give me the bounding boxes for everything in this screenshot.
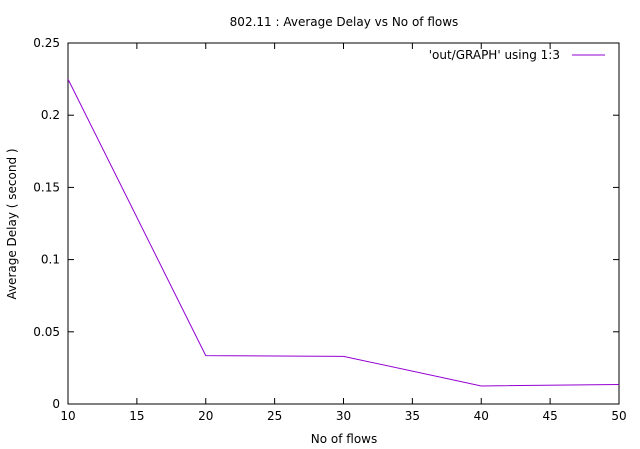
- y-tick-label: 0.25: [33, 36, 60, 50]
- plot-frame: [67, 42, 620, 405]
- x-tick-label: 50: [611, 409, 626, 423]
- y-tick-label: 0.2: [41, 108, 60, 122]
- plot-area: 10 15 20 25 30 35 40 45 50 0 0.05 0.1 0.15 0.2 0.25: [33, 36, 626, 423]
- x-tick-label: 45: [542, 409, 557, 423]
- y-axis-label: Average Delay ( second ): [5, 148, 19, 299]
- series-layer: [67, 78, 620, 387]
- x-axis-label: No of flows: [311, 432, 377, 446]
- x-tick-label: 25: [267, 409, 282, 423]
- y-tick-label: 0.05: [33, 325, 60, 339]
- x-tick-label: 35: [405, 409, 420, 423]
- x-tick-label: 20: [198, 409, 213, 423]
- x-axis: 10 15 20 25 30 35 40 45 50: [60, 43, 627, 423]
- series-line: [67, 78, 620, 387]
- x-tick-label: 10: [60, 409, 75, 423]
- x-tick-label: 15: [129, 409, 144, 423]
- y-axis: 0 0.05 0.1 0.15 0.2 0.25: [33, 36, 619, 411]
- x-tick-label: 40: [474, 409, 489, 423]
- y-tick-label: 0: [52, 397, 60, 411]
- legend: 'out/GRAPH' using 1:3: [429, 48, 605, 62]
- x-tick-label: 30: [336, 409, 351, 423]
- legend-label: 'out/GRAPH' using 1:3: [429, 48, 560, 62]
- chart-title: 802.11 : Average Delay vs No of flows: [230, 15, 459, 29]
- y-tick-label: 0.1: [41, 253, 60, 267]
- y-tick-label: 0.15: [33, 180, 60, 194]
